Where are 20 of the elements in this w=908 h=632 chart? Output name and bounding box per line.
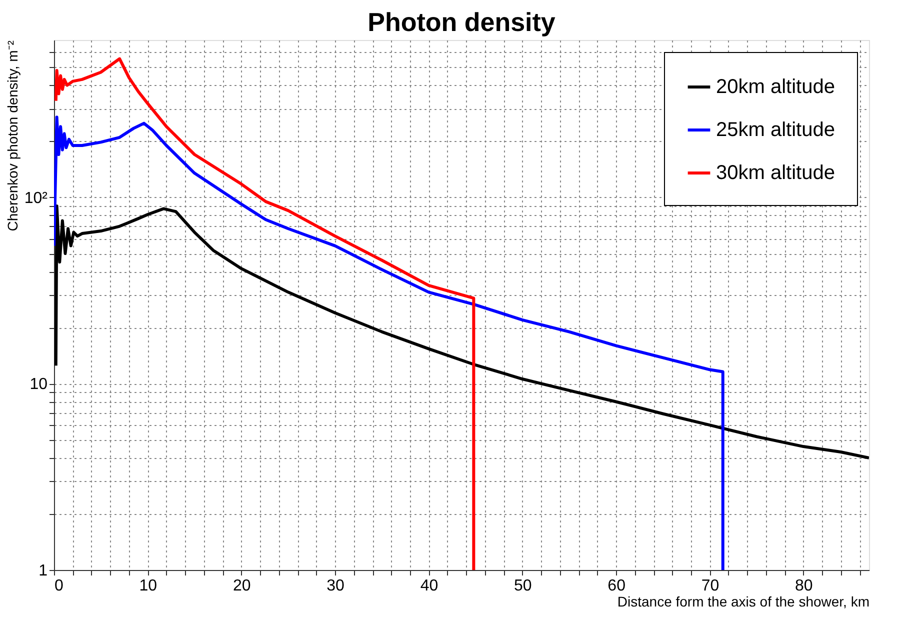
line-series bbox=[54, 57, 476, 570]
x-tick-label: 30 bbox=[326, 578, 345, 594]
x-tick-label: 0 bbox=[54, 578, 64, 594]
y-axis-title: Cherenkov photon density, m⁻² bbox=[4, 40, 20, 232]
x-tick-label: 40 bbox=[420, 578, 438, 594]
legend-label: 25km altitude bbox=[716, 119, 835, 141]
legend-label: 20km altitude bbox=[716, 76, 835, 98]
y-tick-label: 10 bbox=[30, 376, 48, 394]
line-series bbox=[54, 204, 869, 460]
x-tick-label: 60 bbox=[608, 578, 626, 594]
y-tick-label: 1 bbox=[38, 562, 48, 580]
y-tick-label: 10² bbox=[24, 190, 48, 207]
x-tick-label: 20 bbox=[232, 578, 251, 594]
legend-label: 30km altitude bbox=[716, 162, 835, 184]
x-tick-label: 10 bbox=[139, 578, 158, 594]
x-tick-label: 70 bbox=[701, 578, 720, 594]
x-axis-title: Distance form the axis of the shower, km bbox=[617, 594, 870, 610]
x-tick-label: 50 bbox=[514, 578, 532, 594]
x-tick-label: 80 bbox=[795, 578, 813, 594]
chart-title: Photon density bbox=[368, 7, 556, 37]
